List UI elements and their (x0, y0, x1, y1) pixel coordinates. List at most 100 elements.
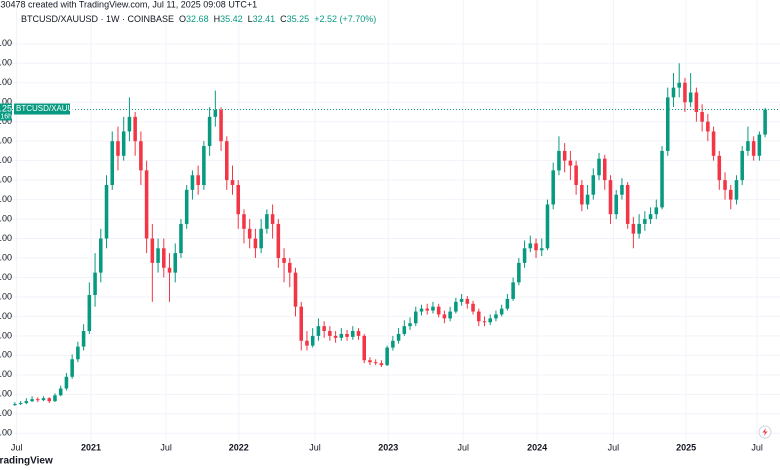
candle-body (362, 335, 367, 361)
candle-body (116, 141, 120, 156)
candle-body (694, 92, 699, 112)
candle-body (396, 333, 401, 341)
price-symbol: BTCUSD/XAUUSD (16, 104, 85, 113)
candle-body (476, 311, 481, 322)
alert-icon (762, 428, 768, 436)
candle-body (436, 306, 441, 315)
legend-ohlc-label: H (214, 14, 221, 24)
y-tick-label: 14.00 (0, 311, 12, 321)
candle-body (402, 326, 407, 334)
candle-body (728, 189, 733, 200)
x-tick-label: Jul (608, 442, 620, 452)
x-tick-label: 2025 (676, 442, 696, 452)
candle-body (196, 175, 200, 185)
legend-ohlc-value: 35.42 (220, 14, 243, 24)
candle-body (373, 362, 378, 364)
candle-body (677, 82, 681, 88)
x-tick-label: Jul (458, 442, 470, 452)
price-value: 35.25 (0, 103, 12, 113)
candle-body (276, 223, 281, 259)
candle-body (351, 331, 355, 337)
y-tick-label: 26.00 (0, 194, 12, 204)
candle-body (104, 184, 109, 239)
candle-body (190, 175, 195, 190)
legend-ohlc-value: 32.68 (186, 14, 209, 24)
legend-ohlc-label: C (280, 14, 287, 24)
y-tick-label: 38.00 (0, 77, 12, 87)
candle-body (763, 109, 767, 135)
candle-body (58, 388, 63, 396)
candle-body (431, 306, 435, 311)
candle-body (310, 335, 315, 346)
candle-body (293, 272, 298, 307)
candle-body (580, 184, 584, 205)
candle-body (110, 141, 115, 185)
legend-ohlc-label: L (248, 14, 253, 24)
candle-body (356, 331, 361, 336)
candle-body (47, 398, 52, 402)
candle-body (734, 180, 739, 200)
x-tick-label: Jul (11, 442, 23, 452)
legend-symbol: BTCUSD/XAUUSD · 1W · COINBASE (21, 14, 174, 24)
candle-body (202, 146, 206, 185)
candle-body (207, 116, 212, 147)
candle-body (173, 253, 178, 273)
candle-body (459, 298, 464, 302)
candle-body (64, 376, 69, 389)
candle-body (625, 184, 630, 224)
candle-body (442, 314, 447, 319)
candle-body (30, 399, 34, 402)
grid (0, 0, 780, 443)
candle-body (717, 155, 722, 181)
candle-body (219, 110, 223, 142)
candle-body (528, 243, 533, 249)
candle-body (597, 158, 601, 176)
candle-body (602, 158, 607, 181)
candle-body (631, 223, 636, 234)
y-tick-label: 36.00 (0, 97, 12, 107)
attribution: s30478 created with TradingView.com, Jul… (0, 0, 257, 9)
candle-body (391, 340, 395, 348)
candle-body (242, 214, 246, 229)
candle-body (488, 318, 492, 323)
candle-body (13, 404, 17, 406)
overlay: 2.00 4.00 6.00 8.00 10.00 12.00 14.00 16.00 18.0… (0, 38, 780, 452)
price-tag (0, 103, 12, 121)
candle-body (419, 308, 424, 312)
y-tick-label: 40.00 (0, 58, 12, 68)
candle-body (81, 331, 86, 347)
candle-body (654, 207, 659, 215)
candle-body (751, 141, 756, 156)
symbol-tag (14, 103, 70, 115)
y-tick-label: 20.00 (0, 252, 12, 262)
candle-body (385, 347, 389, 366)
candle-body (660, 150, 664, 208)
candle-body (322, 326, 326, 332)
candle-body (706, 121, 710, 132)
candle-body (671, 87, 676, 98)
candle-body (608, 180, 613, 215)
candle-body (144, 170, 149, 239)
y-tick-label: 10.00 (0, 350, 12, 360)
candle-body (76, 346, 80, 360)
candle-body (648, 214, 653, 220)
candle-body (333, 335, 338, 338)
candle-body (522, 248, 527, 263)
candle-body (225, 141, 229, 181)
y-tick-label: 4.00 (0, 408, 12, 418)
y-tick-label: 34.00 (0, 116, 12, 126)
candle-body (162, 248, 166, 268)
candle-body (711, 131, 716, 156)
candle-body (517, 262, 521, 283)
candle-body (499, 308, 504, 315)
x-tick-label: Jul (751, 442, 763, 452)
candle-body (282, 258, 286, 263)
candle-body (230, 180, 235, 185)
x-tick-label: Jul (160, 442, 172, 452)
legend-ohlc-value: 35.25 (287, 14, 310, 24)
candle-body (236, 184, 241, 215)
candle-body (70, 359, 74, 377)
y-tick-label: 12.00 (0, 330, 12, 340)
